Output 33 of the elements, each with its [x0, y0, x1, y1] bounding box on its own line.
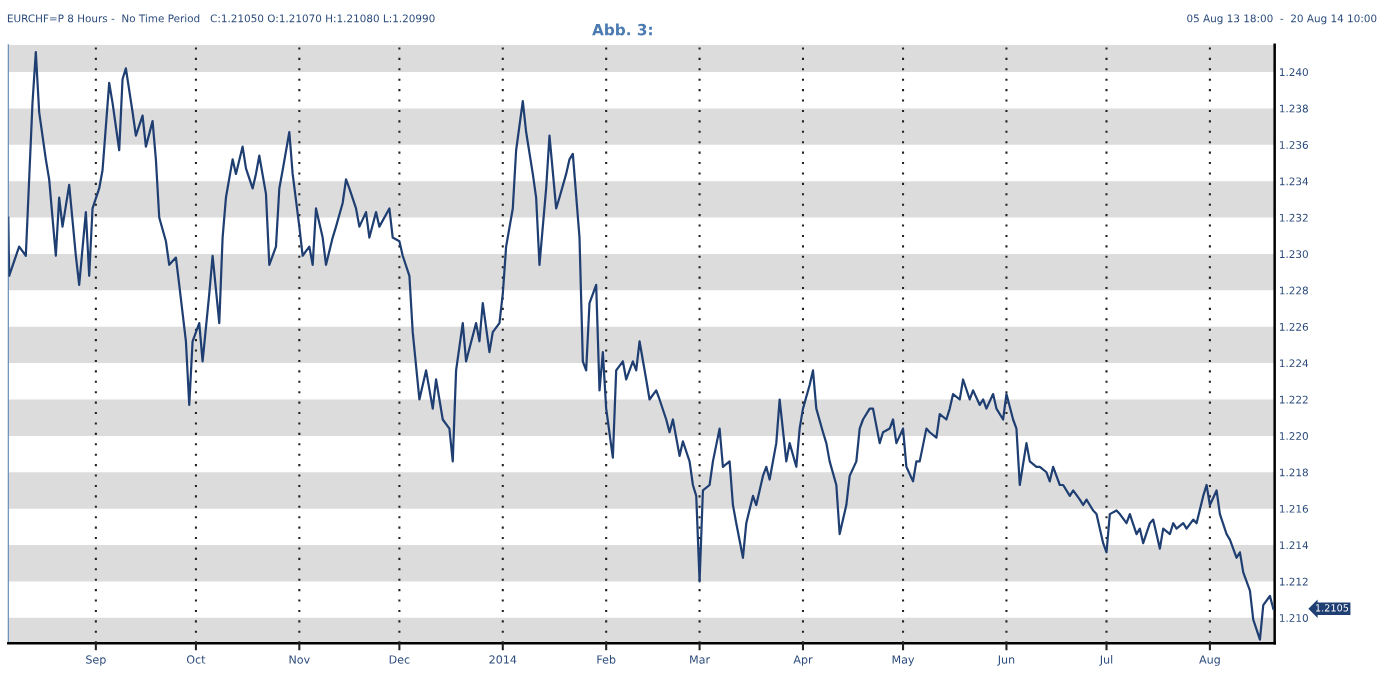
y-tick-label: 1.228: [1279, 286, 1308, 295]
y-tick-label: 1.232: [1279, 213, 1308, 222]
y-tick-label: 1.220: [1279, 432, 1308, 440]
x-tick-label: Dec: [389, 655, 410, 664]
text: 1.2105: [1316, 604, 1349, 612]
x-tick-label: May: [892, 655, 915, 666]
y-tick-label: 1.236: [1279, 141, 1308, 149]
y-tick-label: 1.226: [1279, 322, 1308, 331]
y-tick-label: 1.214: [1279, 541, 1309, 549]
x-tick-label: 2014: [489, 655, 517, 664]
y-tick-label: 1.234: [1279, 177, 1309, 186]
text: 05 Aug 13 18:00 - 20 Aug 14 10:00: [1187, 14, 1377, 25]
x-tick-label: Aug: [1199, 655, 1220, 666]
y-tick-label: 1.210: [1279, 614, 1308, 622]
y-tick-label: 1.218: [1279, 468, 1308, 477]
x-tick-label: Jun: [997, 655, 1015, 666]
x-tick-label: Sep: [86, 655, 106, 666]
y-tick-label: 1.212: [1279, 577, 1308, 586]
y-tick-label: 1.222: [1279, 395, 1308, 404]
y-tick-label: 1.238: [1279, 104, 1308, 113]
chart-title: Abb. 3:: [592, 23, 652, 36]
x-tick-label: Apr: [793, 655, 813, 666]
y-tick-label: 1.216: [1279, 504, 1308, 513]
x-tick-label: Feb: [597, 655, 616, 664]
y-tick-label: 1.230: [1279, 250, 1308, 259]
y-tick-label: 1.240: [1279, 68, 1308, 77]
text: EURCHF=P 8 Hours - No Time Period C:1.21050 O:1.21070 H:1.21080 L:1.20990: [7, 14, 435, 23]
x-tick-label: Oct: [186, 655, 206, 664]
x-tick-label: Mar: [690, 655, 711, 664]
line-series: [8, 50, 1275, 641]
x-tick-label: Nov: [289, 655, 310, 664]
x-tick-label: Jul: [1099, 655, 1113, 666]
y-tick-label: 1.224: [1279, 359, 1309, 368]
